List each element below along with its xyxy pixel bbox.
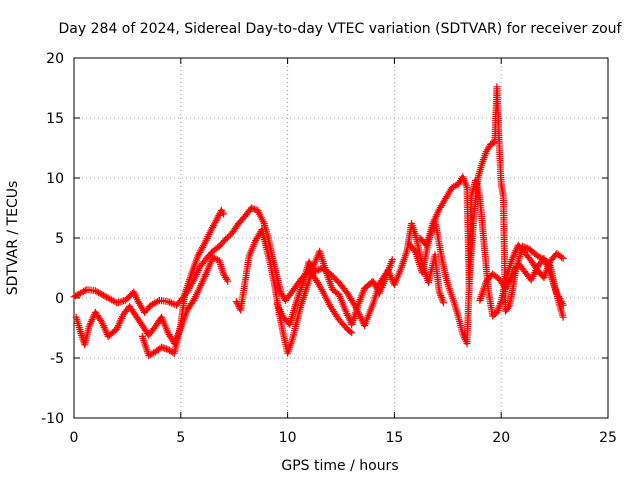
data-point	[220, 210, 228, 218]
y-tick-label: 0	[55, 291, 64, 307]
y-tick-label: -5	[50, 351, 64, 367]
data-point	[164, 298, 172, 306]
y-tick-labels: -10 -5 0 5 10 15 20	[41, 51, 64, 427]
data-point	[222, 235, 230, 243]
data-point	[214, 213, 222, 221]
x-axis-label: GPS time / hours	[281, 458, 398, 474]
y-tick-label: -10	[41, 411, 64, 427]
data-point	[223, 234, 231, 242]
data-point	[215, 211, 223, 219]
data-point	[166, 298, 174, 306]
data-point	[410, 247, 418, 255]
data-point	[224, 277, 232, 285]
data-point	[559, 301, 567, 309]
data-points	[70, 83, 567, 360]
data-point	[558, 253, 566, 261]
x-tick-labels: 0 5 10 15 20 25	[70, 430, 617, 446]
data-point	[346, 328, 354, 336]
x-tick-label: 0	[70, 430, 79, 446]
data-point	[154, 297, 162, 305]
series-track-d	[232, 226, 396, 357]
data-point	[388, 256, 396, 264]
axis-ticks	[73, 57, 609, 419]
y-tick-label: 20	[46, 51, 64, 67]
series-track-b	[72, 253, 232, 349]
data-point	[225, 232, 233, 240]
y-tick-label: 10	[46, 171, 64, 187]
data-point	[348, 329, 356, 337]
data-point	[559, 254, 567, 262]
data-point	[167, 299, 175, 307]
x-tick-label: 5	[176, 430, 185, 446]
series-track-e	[273, 220, 448, 330]
series-track-c	[138, 206, 228, 360]
x-tick-label: 15	[385, 430, 403, 446]
y-tick-label: 15	[46, 111, 64, 127]
data-point	[505, 303, 513, 311]
data-point	[451, 182, 459, 190]
y-axis-label: SDTVAR / TECUs	[5, 181, 21, 296]
data-point	[171, 300, 179, 308]
x-tick-label: 25	[599, 430, 617, 446]
series-track-g	[416, 83, 567, 321]
data-point	[440, 299, 448, 307]
grid	[74, 58, 608, 418]
data-point	[213, 215, 221, 223]
data-point	[559, 313, 567, 321]
x-tick-label: 20	[492, 430, 510, 446]
y-tick-label: 5	[55, 231, 64, 247]
series-track-h	[476, 254, 567, 309]
data-point	[558, 299, 566, 307]
x-tick-label: 10	[279, 430, 297, 446]
chart-title: Day 284 of 2024, Sidereal Day-to-day VTE…	[59, 21, 623, 37]
data-point	[199, 242, 207, 250]
